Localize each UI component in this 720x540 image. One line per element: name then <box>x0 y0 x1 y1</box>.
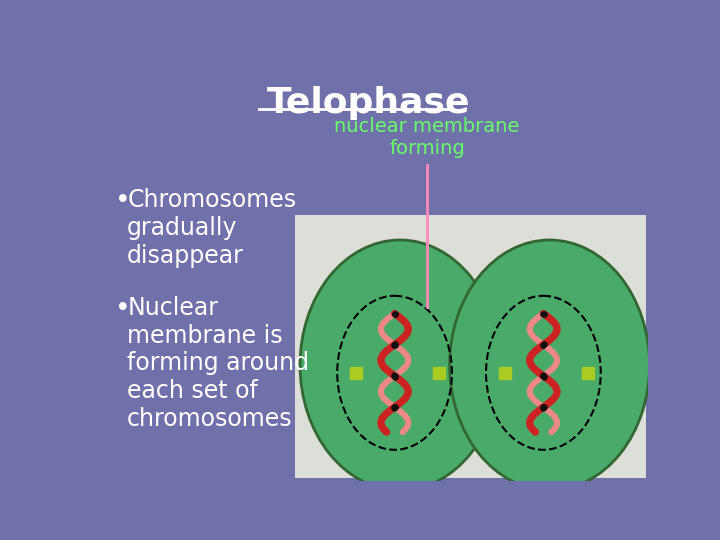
Bar <box>295 215 646 478</box>
Text: Telophase: Telophase <box>267 86 471 120</box>
Text: •: • <box>114 296 130 322</box>
Text: Nuclear
membrane is
forming around
each set of
chromosomes: Nuclear membrane is forming around each … <box>127 296 309 431</box>
Text: Chromosomes
gradually
disappear: Chromosomes gradually disappear <box>127 188 297 268</box>
Text: •: • <box>114 188 130 214</box>
Ellipse shape <box>449 240 649 490</box>
Ellipse shape <box>300 240 500 490</box>
Text: nuclear membrane
forming: nuclear membrane forming <box>334 117 520 158</box>
